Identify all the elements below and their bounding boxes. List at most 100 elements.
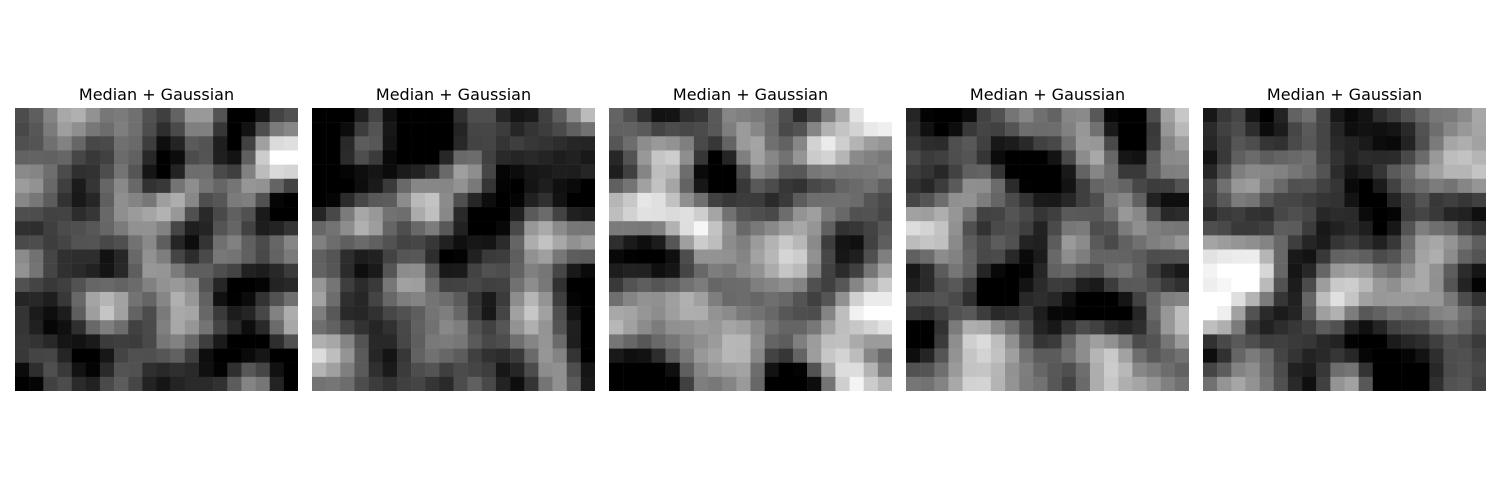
image-pixel [976,263,992,279]
image-pixel [396,291,412,307]
image-pixel [990,192,1006,208]
image-pixel [43,249,58,264]
image-pixel [1358,291,1374,307]
image-pixel [637,291,652,307]
image-pixel [481,164,497,179]
image-pixel [1316,320,1331,335]
image-pixel [170,192,186,208]
image-pixel [849,306,864,321]
image-pixel [1302,306,1317,321]
image-pixel [1075,122,1091,137]
image-pixel [1132,207,1147,222]
image-pixel [1372,376,1388,391]
image-pixel [1443,164,1458,179]
image-pixel [1005,164,1020,179]
image-pixel [566,235,582,250]
image-pixel [1259,235,1274,250]
image-pixel [679,235,695,250]
image-pixel [255,277,270,293]
image-pixel [693,334,709,349]
image-pixel [807,207,822,222]
image-pixel [156,348,171,363]
image-pixel [538,306,553,321]
image-pixel [1118,207,1133,222]
image-pixel [1089,277,1105,293]
image-pixel [283,263,298,279]
image-pixel [1401,108,1416,123]
image-pixel [580,320,595,335]
image-pixel [326,362,341,378]
image-pixel [170,348,186,363]
image-pixel [170,263,186,279]
image-pixel [651,108,666,123]
image-pixel [453,235,468,250]
image-pixel [552,192,567,208]
image-pixel [1273,122,1289,137]
image-pixel [948,192,963,208]
image-pixel [1330,263,1345,279]
image-pixel [156,263,171,279]
image-pixel [976,320,992,335]
image-pixel [170,122,186,137]
image-pixel [128,291,143,307]
image-pixel [1344,263,1359,279]
image-pixel [990,136,1006,151]
image-pixel [354,235,369,250]
image-pixel [1287,108,1303,123]
image-pixel [85,306,101,321]
image-pixel [198,164,214,179]
image-pixel [1132,108,1147,123]
image-pixel [269,320,285,335]
image-pixel [722,320,737,335]
image-pixel [1386,376,1402,391]
image-pixel [1386,178,1402,194]
image-pixel [934,320,949,335]
image-pixel [863,235,879,250]
image-pixel [524,263,539,279]
image-pixel [750,178,765,194]
image-pixel [1330,277,1345,293]
image-pixel [821,334,836,349]
image-pixel [128,164,143,179]
image-pixel [1231,306,1246,321]
image-pixel [962,136,977,151]
image-pixel [227,178,242,194]
image-pixel [736,164,751,179]
image-pixel [467,235,483,250]
image-pixel [283,348,298,363]
image-pixel [934,291,949,307]
image-pixel [396,362,412,378]
image-pixel [750,277,765,293]
image-pixel [1019,348,1034,363]
image-pixel [736,136,751,151]
image-pixel [1372,178,1388,194]
image-pixel [114,207,129,222]
image-pixel [411,164,426,179]
image-pixel [283,178,298,194]
image-pixel [510,263,525,279]
image-pixel [1160,122,1176,137]
image-pixel [340,108,355,123]
image-pixel [1429,376,1444,391]
image-pixel [1104,348,1119,363]
image-pixel [1019,376,1034,391]
image-pixel [340,178,355,194]
image-pixel [934,192,949,208]
image-pixel [99,362,115,378]
image-pixel [524,207,539,222]
image-pixel [142,263,157,279]
image-pixel [312,108,327,123]
image-pixel [198,178,214,194]
image-pixel [57,362,72,378]
image-pixel [1415,108,1430,123]
image-pixel [948,164,963,179]
image-pixel [623,348,638,363]
image-pixel [1471,291,1486,307]
image-pixel [1132,221,1147,236]
image-pixel [1344,108,1359,123]
image-pixel [29,277,44,293]
image-pixel [693,263,709,279]
image-pixel [821,164,836,179]
image-pixel [1316,263,1331,279]
image-pixel [877,334,892,349]
